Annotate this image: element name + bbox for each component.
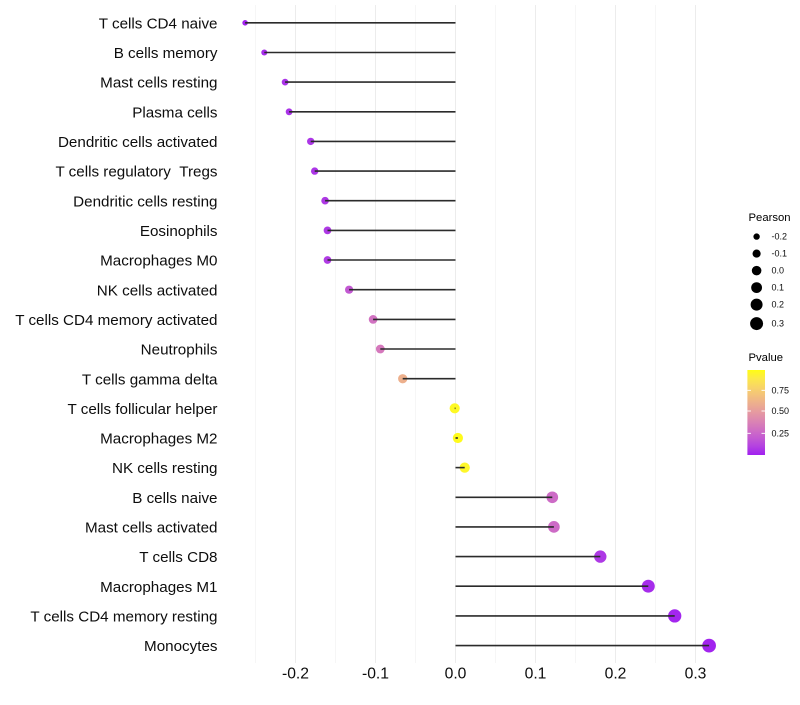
svg-text:T cells CD8: T cells CD8 [139, 549, 217, 566]
svg-text:0.0: 0.0 [445, 666, 467, 683]
svg-text:T cells CD4 memory resting: T cells CD4 memory resting [30, 609, 217, 626]
svg-text:0.3: 0.3 [772, 319, 785, 329]
svg-text:0.75: 0.75 [772, 385, 790, 395]
svg-text:B cells naive: B cells naive [132, 490, 217, 507]
svg-text:-0.2: -0.2 [282, 666, 309, 683]
svg-text:0.50: 0.50 [772, 406, 790, 416]
svg-text:NK cells resting: NK cells resting [112, 460, 218, 477]
svg-text:Neutrophils: Neutrophils [141, 342, 218, 359]
svg-text:B cells memory: B cells memory [114, 45, 218, 62]
svg-text:Macrophages M0: Macrophages M0 [100, 253, 217, 270]
svg-text:Mast cells activated: Mast cells activated [85, 520, 218, 537]
svg-text:Mast cells resting: Mast cells resting [100, 75, 217, 92]
svg-text:0.0: 0.0 [772, 266, 785, 276]
svg-text:0.1: 0.1 [772, 283, 785, 293]
svg-text:0.2: 0.2 [772, 300, 785, 310]
svg-text:Eosinophils: Eosinophils [140, 223, 218, 240]
svg-text:T cells regulatory Tregs: T cells regulatory Tregs [55, 164, 217, 181]
svg-text:Macrophages M2: Macrophages M2 [100, 431, 217, 448]
svg-text:T cells gamma delta: T cells gamma delta [82, 371, 218, 388]
svg-text:Pearson: Pearson [749, 212, 791, 224]
svg-text:Monocytes: Monocytes [144, 638, 218, 655]
svg-text:Macrophages M1: Macrophages M1 [100, 579, 217, 596]
svg-text:0.25: 0.25 [772, 428, 790, 438]
svg-text:0.2: 0.2 [605, 666, 627, 683]
svg-text:Dendritic cells activated: Dendritic cells activated [58, 134, 218, 151]
svg-text:NK cells activated: NK cells activated [97, 282, 218, 299]
svg-text:-0.1: -0.1 [772, 249, 788, 259]
svg-text:0.1: 0.1 [525, 666, 547, 683]
svg-text:-0.1: -0.1 [362, 666, 389, 683]
svg-text:T cells CD4 naive: T cells CD4 naive [99, 15, 218, 32]
svg-text:Dendritic cells resting: Dendritic cells resting [73, 193, 217, 210]
svg-text:0.3: 0.3 [685, 666, 707, 683]
svg-text:Plasma cells: Plasma cells [132, 104, 218, 121]
svg-text:T cells CD4 memory activated: T cells CD4 memory activated [15, 312, 217, 329]
svg-text:-0.2: -0.2 [772, 232, 788, 242]
svg-text:T cells follicular helper: T cells follicular helper [68, 401, 218, 418]
svg-text:Pvalue: Pvalue [749, 352, 784, 364]
